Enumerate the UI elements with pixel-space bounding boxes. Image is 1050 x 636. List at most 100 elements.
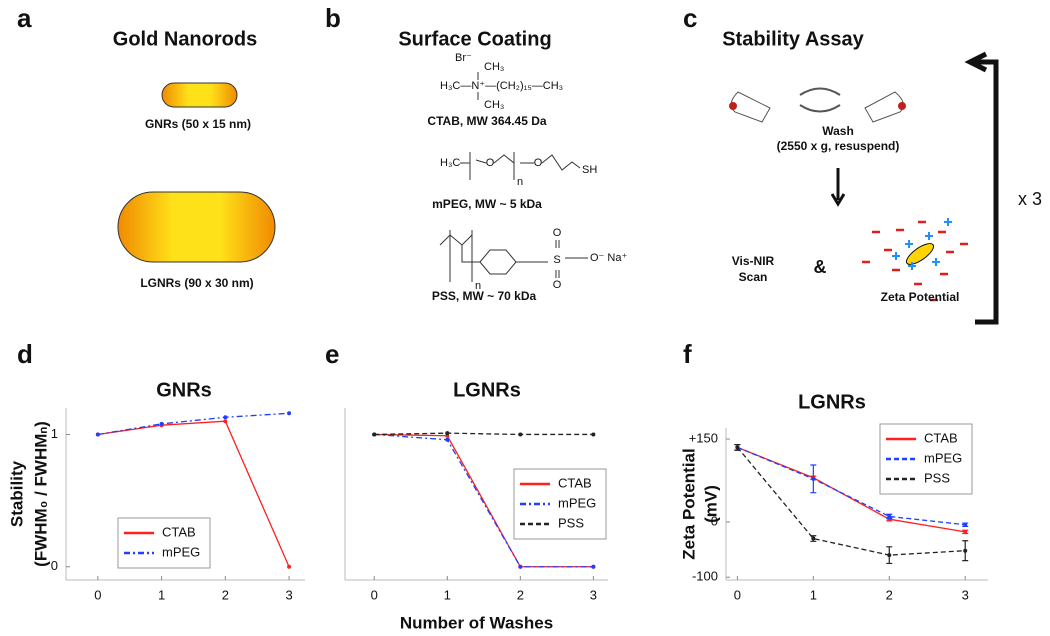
- legend-label: mPEG: [924, 450, 962, 465]
- chem-label: CH₃: [484, 61, 504, 73]
- point: [223, 415, 228, 420]
- caption: CTAB, MW 364.45 Da: [427, 114, 546, 128]
- panel-letter: f: [683, 339, 692, 369]
- chem-label: O⁻ Na⁺: [590, 252, 627, 264]
- point: [445, 431, 450, 436]
- x-tick-label: 3: [590, 587, 597, 602]
- point: [518, 432, 523, 437]
- chart-title: GNRs: [156, 379, 212, 401]
- y-tick-label: 1: [51, 426, 58, 441]
- point: [95, 432, 100, 437]
- panel-letter: a: [17, 3, 32, 33]
- chart-title: LGNRs: [453, 379, 521, 401]
- tube: [729, 91, 771, 123]
- series-line: [374, 433, 594, 568]
- chem-label: CH₃: [484, 99, 504, 111]
- legend-label: mPEG: [162, 544, 200, 559]
- step-label: (2550 x g, resuspend): [777, 139, 900, 153]
- caption: GNRs (50 x 15 nm): [145, 117, 251, 131]
- y-axis-label: Zeta Potential: [679, 448, 698, 559]
- x-tick-label: 3: [962, 587, 969, 602]
- caption: mPEG, MW ~ 5 kDa: [432, 197, 542, 211]
- panel-letter: d: [17, 339, 33, 369]
- y-axis-label: Stability: [7, 460, 26, 527]
- legend-label: CTAB: [162, 524, 196, 539]
- x-tick-label: 1: [158, 587, 165, 602]
- point: [963, 548, 968, 553]
- chem-label: n: [517, 176, 523, 188]
- point: [887, 553, 892, 558]
- y-axis-label: (mV): [701, 485, 720, 523]
- x-tick-label: 0: [94, 587, 101, 602]
- step-label: Vis-NIR: [732, 254, 775, 268]
- chem-label: H₃C: [440, 157, 460, 169]
- step-label: Zeta Potential: [881, 290, 960, 304]
- y-axis-label: (FWHM₀ / FWHMₙ): [31, 421, 50, 567]
- repeat-label: x 3: [1018, 189, 1042, 209]
- point: [735, 445, 740, 450]
- chart-title: LGNRs: [798, 391, 866, 413]
- legend-label: CTAB: [558, 475, 592, 490]
- step-label: Wash: [822, 124, 854, 138]
- point: [287, 411, 292, 416]
- rotate-icon: [799, 87, 841, 113]
- legend-box: [117, 517, 211, 569]
- chem-label: H₃C—N⁺—(CH₂)₁₅—CH₃: [440, 80, 563, 92]
- x-tick-label: 2: [886, 587, 893, 602]
- legend-label: CTAB: [924, 430, 958, 445]
- step-label: Scan: [739, 270, 768, 284]
- gnr-rod: [161, 82, 238, 108]
- legend-label: PSS: [558, 515, 584, 530]
- y-tick-label: 0: [51, 558, 58, 573]
- series-line: [737, 446, 966, 526]
- series-line: [97, 412, 290, 436]
- y-tick-label: +150: [689, 430, 718, 445]
- caption: LGNRs (90 x 30 nm): [140, 276, 253, 290]
- point: [963, 529, 968, 534]
- panel-title: Surface Coating: [398, 28, 551, 50]
- series-line: [97, 420, 290, 568]
- point: [372, 432, 377, 437]
- x-tick-label: 0: [734, 587, 741, 602]
- arrow: [830, 168, 846, 207]
- chem-label: O: [553, 279, 562, 291]
- point: [518, 564, 523, 569]
- x-tick-label: 0: [371, 587, 378, 602]
- y-tick-label: -100: [692, 569, 718, 584]
- panel-letter: c: [683, 3, 697, 33]
- caption: PSS, MW ~ 70 kDa: [432, 289, 537, 303]
- chem-label: SH: [582, 164, 597, 176]
- repeat-bracket: [964, 51, 999, 325]
- point: [591, 432, 596, 437]
- legend-label: mPEG: [558, 495, 596, 510]
- chem-label: O: [486, 157, 495, 169]
- x-tick-label: 3: [285, 587, 292, 602]
- panel-title: Stability Assay: [722, 28, 864, 50]
- point: [887, 514, 892, 519]
- point: [223, 419, 228, 424]
- point: [159, 421, 164, 426]
- chem-label: S: [553, 254, 560, 266]
- lgnr-rod: [117, 191, 276, 263]
- x-tick-label: 1: [810, 587, 817, 602]
- chem-label: n: [475, 280, 481, 292]
- chem-label: O: [534, 157, 543, 169]
- series-line: [374, 432, 594, 436]
- point: [287, 564, 292, 569]
- mpeg-bonds: [460, 152, 581, 180]
- panel-letter: b: [325, 3, 341, 33]
- tube: [864, 91, 906, 123]
- panel-title: Gold Nanorods: [113, 28, 257, 50]
- y-tick-label: 0: [711, 513, 718, 528]
- pss-bonds: [439, 230, 588, 282]
- charges: [862, 218, 968, 302]
- x-tick-label: 1: [444, 587, 451, 602]
- point: [811, 476, 816, 481]
- chem-label: Br⁻: [455, 52, 472, 64]
- x-axis-label: Number of Washes: [400, 613, 553, 632]
- point: [591, 564, 596, 569]
- panel-letter: e: [325, 339, 339, 369]
- chem-label: O: [553, 227, 562, 239]
- point: [963, 522, 968, 527]
